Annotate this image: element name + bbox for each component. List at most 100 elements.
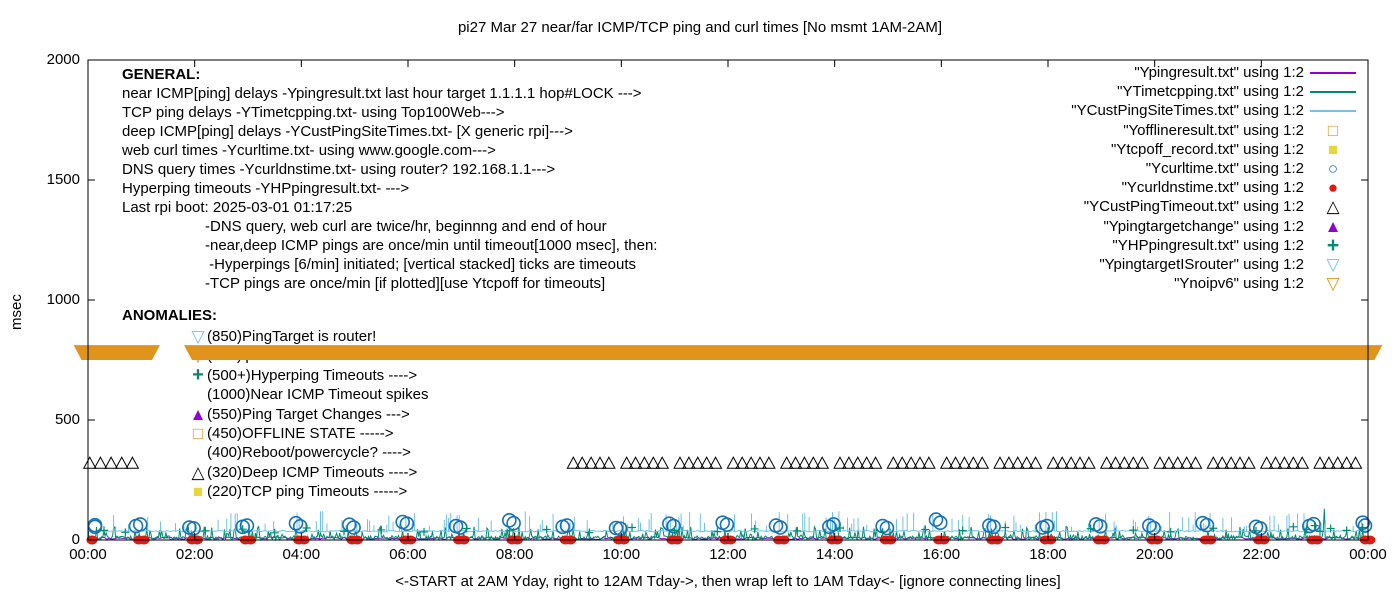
deep-icmp-timeout-triangle [1064,456,1078,469]
x-tick-label: 00:00 [69,546,107,563]
deep-icmp-timeout-triangle [673,456,687,469]
legend-label: "Ynoipv6" using 1:2 [1174,275,1304,293]
curl-time-circle [1248,519,1264,535]
hyperping-plus [238,525,247,534]
x-tick-label: 04:00 [282,546,321,563]
anomaly-text: (400)Reboot/powercycle? ----> [207,444,411,462]
base-spike-line [87,511,1369,533]
general-line: Hyperping timeouts -YHPpingresult.txt- -… [122,180,410,197]
deep-icmp-timeout-triangle [1028,456,1043,469]
dns-time-dot [938,535,950,545]
deep-icmp-timeout-triangle [628,456,643,469]
deep-icmp-timeout-triangle [1277,456,1292,469]
dns-time-dot [666,535,678,545]
deep-icmp-timeout-triangle [1108,456,1123,469]
curl-time-circle [666,518,681,534]
general-line: deep ICMP[ping] delays -YCustPingSiteTim… [122,123,573,140]
anomaly-line: □ (450)OFFLINE STATE -----> [189,424,394,443]
dns-time-dot [86,535,98,545]
deep-icmp-timeout-triangle [1170,456,1185,469]
dns-time-dot [613,535,625,545]
legend-row: "YHPpingresult.txt" using 1:2 + [1112,233,1362,257]
dns-time-dot [671,535,683,545]
dns-time-dot [826,535,838,545]
curl-time-circle [1199,517,1215,533]
dns-time-dot [565,535,577,545]
triangle-filled-icon: ▲ [189,404,207,424]
dns-time-dot [773,535,785,545]
plus-icon: + [192,363,204,386]
dns-time-dot [511,535,523,545]
curl-time-circle [128,518,144,534]
dns-time-dot [405,535,417,545]
dns-time-dot [725,535,737,545]
dns-time-dot [239,535,251,545]
noipv6-band [184,345,1383,360]
noise-line [87,536,1369,541]
general-indented-line: -TCP pings are once/min [if plotted][use… [205,275,606,292]
curl-time-circle [719,517,735,532]
hyperping-plus [121,528,130,537]
hyperping-plus [750,524,759,533]
deep-icmp-timeout-triangle [1286,456,1301,469]
dns-time-dot [458,535,470,545]
deep-icmp-timeout-triangle [690,456,705,469]
deep-icmp-timeout-triangle [886,456,901,469]
plus-icon: + [1326,233,1340,257]
deep-icmp-timeout-triangle [842,456,856,469]
anomaly-text: (500+)Hyperping Timeouts ----> [207,366,418,384]
y-tick-label: 1000 [46,291,80,308]
deep-icmp-timeout-triangle [868,456,883,469]
general-line: DNS query times -Ycurldnstime.txt- using… [122,161,556,178]
deep-icmp-timeout-triangle [1348,456,1363,469]
legend-row: "Ynoipv6" using 1:2 ▽ [1174,274,1362,293]
deep-icmp-timeout-triangle [948,456,963,469]
hyperping-plus [1209,524,1218,533]
curl-time-circle [608,520,624,536]
anomaly-text: (1000)Near ICMP Timeout spikes [207,386,429,404]
curl-time-circle [235,519,250,535]
hyperping-plus [542,525,551,534]
hyperping-plus [1044,527,1052,536]
anomaly-line: ▲ (550)Ping Target Changes ---> [189,405,410,424]
down-triangle-open-icon: ▽ [1326,255,1340,274]
hyperping-plus [462,524,471,533]
triangle-open-icon: △ [1326,197,1340,217]
anomaly-text: (220)TCP ping Timeouts -----> [207,483,408,501]
dns-time-dot [351,535,363,545]
x-tick-label: 10:00 [602,546,641,563]
deep-icmp-timeout-triangle [966,456,981,469]
deep-icmp-timeout-triangle [1046,456,1061,469]
anomaly-line: △ (320)Deep ICMP Timeouts ----> [189,463,417,482]
hyperping-plus [628,523,636,532]
dns-time-dot [879,535,891,545]
anomalies-heading: ANOMALIES: [122,307,217,324]
deep-icmp-timeout-triangle [1135,456,1150,469]
curl-time-circle [132,517,148,532]
deep-icmp-timeout-triangle [1055,456,1070,469]
square-filled-icon: ■ [192,482,204,502]
anomaly-text: (450)OFFLINE STATE -----> [207,425,394,442]
x-tick-label: 00:00 [1349,546,1387,563]
deep-icmp-timeout-triangle [114,456,129,469]
down-triangle-open-icon: ▽ [191,327,205,346]
curl-time-circle [239,518,255,533]
y-tick-label: 0 [71,531,80,548]
deep-icmp-timeout-triangle [1162,456,1176,469]
curl-time-circle [1146,520,1161,536]
legend-label: "Ytcpoff_record.txt" using 1:2 [1111,140,1304,158]
legend-label: "Ycurltime.txt" using 1:2 [1145,160,1304,177]
deep-icmp-timeout-triangle [104,456,118,469]
anomaly-line: (400)Reboot/powercycle? ----> [189,443,411,462]
legend-row: "Ycurltime.txt" using 1:2 ○ [1146,159,1362,178]
curl-time-circle [182,520,197,535]
curl-time-circle [1195,515,1210,531]
y-tick-label: 1500 [46,171,80,188]
square-filled-icon: ■ [1327,139,1339,159]
deep-icmp-timeout-triangle [584,456,598,469]
x-tick-label: 12:00 [709,546,747,563]
dns-time-dot [138,535,150,545]
hyperping-plus [1289,522,1298,531]
dns-time-dot [1093,535,1105,545]
deep-icmp-timeout-triangle [566,456,581,469]
